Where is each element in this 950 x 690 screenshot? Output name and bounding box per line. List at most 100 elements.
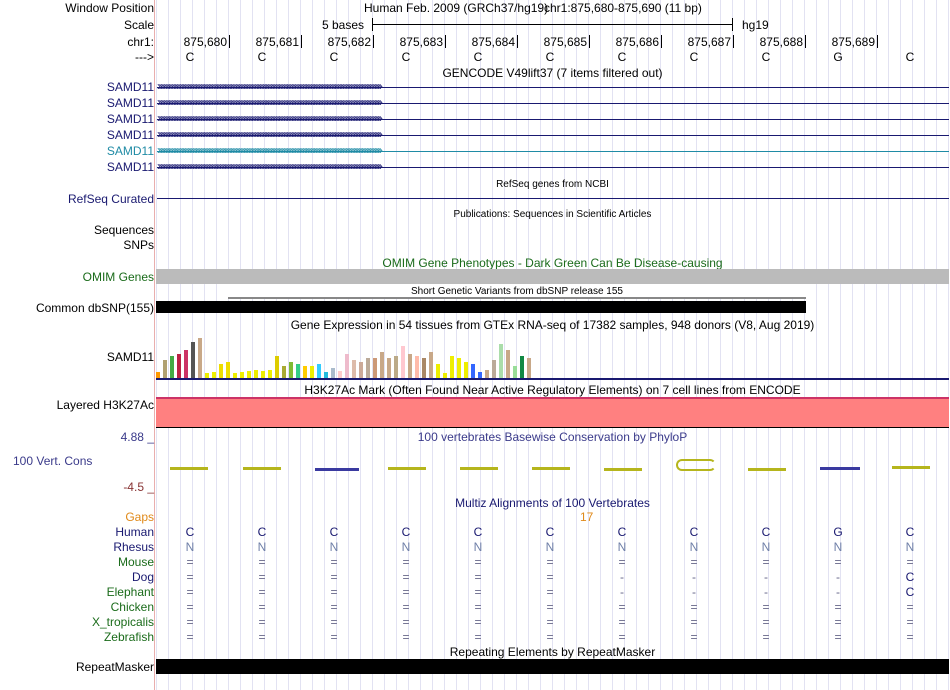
gtex-bar[interactable] <box>212 372 216 378</box>
gtex-bar[interactable] <box>317 364 321 378</box>
gtex-label[interactable]: SAMD11 <box>106 350 154 364</box>
gtex-bar[interactable] <box>261 371 265 378</box>
region-title[interactable]: chr1:875,680-875,690 (11 bp) <box>544 1 702 15</box>
sequences-label[interactable]: Sequences <box>93 223 154 237</box>
gtex-bar[interactable] <box>226 362 230 378</box>
gtex-bar[interactable] <box>408 354 412 378</box>
gtex-bar[interactable] <box>443 373 447 378</box>
gtex-bar[interactable] <box>422 358 426 378</box>
gencode-gene-line[interactable] <box>157 103 949 104</box>
gencode-gene-line[interactable] <box>157 119 949 120</box>
multiz-base: C <box>545 525 555 539</box>
gtex-bar[interactable] <box>240 372 244 378</box>
gtex-bar[interactable] <box>527 358 531 378</box>
phylop-label[interactable]: 100 Vert. Cons <box>13 454 93 468</box>
gtex-bar[interactable] <box>373 358 377 378</box>
gtex-bar[interactable] <box>275 356 279 378</box>
multiz-species-label[interactable]: Dog <box>131 570 154 584</box>
gencode-gene-line[interactable] <box>157 167 949 168</box>
gtex-bar[interactable] <box>324 372 328 378</box>
gtex-bar[interactable] <box>296 364 300 378</box>
grid-line <box>348 0 349 690</box>
multiz-species-label[interactable]: Elephant <box>106 585 154 599</box>
gencode-gene-line[interactable] <box>157 87 949 88</box>
gtex-bar[interactable] <box>310 366 314 378</box>
gtex-bar[interactable] <box>464 362 468 378</box>
gtex-bar[interactable] <box>478 372 482 378</box>
gtex-bar[interactable] <box>163 360 167 378</box>
gtex-bar[interactable] <box>513 366 517 378</box>
gtex-bar[interactable] <box>268 370 272 378</box>
multiz-species-label[interactable]: Zebrafish <box>103 630 154 644</box>
phylop-title: 100 vertebrates Basewise Conservation by… <box>417 430 688 444</box>
gtex-bar[interactable] <box>331 368 335 378</box>
gtex-bar[interactable] <box>191 342 195 378</box>
dbsnp-label[interactable]: Common dbSNP(155) <box>35 301 154 315</box>
gtex-bar[interactable] <box>170 356 174 378</box>
gtex-bar[interactable] <box>415 356 419 378</box>
gtex-bar[interactable] <box>352 360 356 378</box>
multiz-base: = <box>834 615 842 629</box>
h3k27ac-label[interactable]: Layered H3K27Ac <box>56 398 154 412</box>
gtex-bar[interactable] <box>254 370 258 378</box>
gtex-bar[interactable] <box>156 372 160 378</box>
gtex-bar[interactable] <box>198 338 202 378</box>
gencode-gene-label[interactable]: SAMD11 <box>106 96 154 110</box>
multiz-species-label[interactable]: Chicken <box>110 600 154 614</box>
grid-line <box>480 0 481 690</box>
omim-bar[interactable] <box>156 269 949 284</box>
gencode-gene-label[interactable]: SAMD11 <box>106 80 154 94</box>
gtex-bar[interactable] <box>520 356 524 378</box>
gencode-gene-label[interactable]: SAMD11 <box>106 144 154 158</box>
multiz-species-label[interactable]: Mouse <box>117 555 154 569</box>
refseq-label[interactable]: RefSeq Curated <box>67 192 154 206</box>
gtex-bar[interactable] <box>289 362 293 378</box>
gtex-bar[interactable] <box>401 346 405 378</box>
grid-line <box>636 0 637 690</box>
gtex-bar[interactable] <box>366 358 370 378</box>
snps-label[interactable]: SNPs <box>123 238 154 252</box>
gtex-bar[interactable] <box>499 344 503 378</box>
gtex-bar[interactable] <box>345 354 349 378</box>
gtex-bar[interactable] <box>219 364 223 378</box>
gtex-bar[interactable] <box>282 366 286 378</box>
gencode-gene-line[interactable] <box>157 135 949 136</box>
gtex-bar[interactable] <box>506 350 510 378</box>
gtex-bar[interactable] <box>303 366 307 378</box>
gtex-bar[interactable] <box>233 373 237 378</box>
repeatmasker-title: Repeating Elements by RepeatMasker <box>449 645 656 659</box>
gtex-bar[interactable] <box>205 373 209 378</box>
repeatmasker-label[interactable]: RepeatMasker <box>75 660 154 674</box>
gtex-bar[interactable] <box>247 371 251 378</box>
multiz-base: = <box>402 630 410 644</box>
gtex-bar[interactable] <box>359 362 363 378</box>
gtex-bar[interactable] <box>177 354 181 378</box>
dbsnp-bar[interactable] <box>156 301 806 313</box>
refseq-gene-line[interactable] <box>157 198 949 199</box>
omim-label[interactable]: OMIM Genes <box>82 270 154 284</box>
gtex-bar[interactable] <box>387 358 391 378</box>
gtex-barchart[interactable] <box>155 334 555 378</box>
gtex-bar[interactable] <box>184 350 188 378</box>
gtex-bar[interactable] <box>450 356 454 378</box>
multiz-species-label[interactable]: Rhesus <box>113 540 154 554</box>
multiz-species-label[interactable]: Human <box>115 525 154 539</box>
gtex-bar[interactable] <box>429 352 433 378</box>
multiz-base: = <box>762 630 770 644</box>
gencode-gene-label[interactable]: SAMD11 <box>106 112 154 126</box>
gtex-bar[interactable] <box>380 352 384 378</box>
gtex-bar[interactable] <box>338 371 342 378</box>
multiz-species-label[interactable]: X_tropicalis <box>91 615 154 629</box>
gencode-gene-label[interactable]: SAMD11 <box>106 128 154 142</box>
gtex-bar[interactable] <box>394 356 398 378</box>
h3k27ac-signal[interactable] <box>156 397 949 428</box>
multiz-base: = <box>258 600 266 614</box>
gencode-gene-label[interactable]: SAMD11 <box>106 160 154 174</box>
gtex-bar[interactable] <box>457 358 461 378</box>
repeatmasker-bar[interactable] <box>156 659 949 674</box>
gtex-bar[interactable] <box>436 364 440 378</box>
gtex-bar[interactable] <box>471 364 475 378</box>
gtex-bar[interactable] <box>492 360 496 378</box>
gtex-bar[interactable] <box>485 370 489 378</box>
gencode-gene-line[interactable] <box>157 151 949 152</box>
